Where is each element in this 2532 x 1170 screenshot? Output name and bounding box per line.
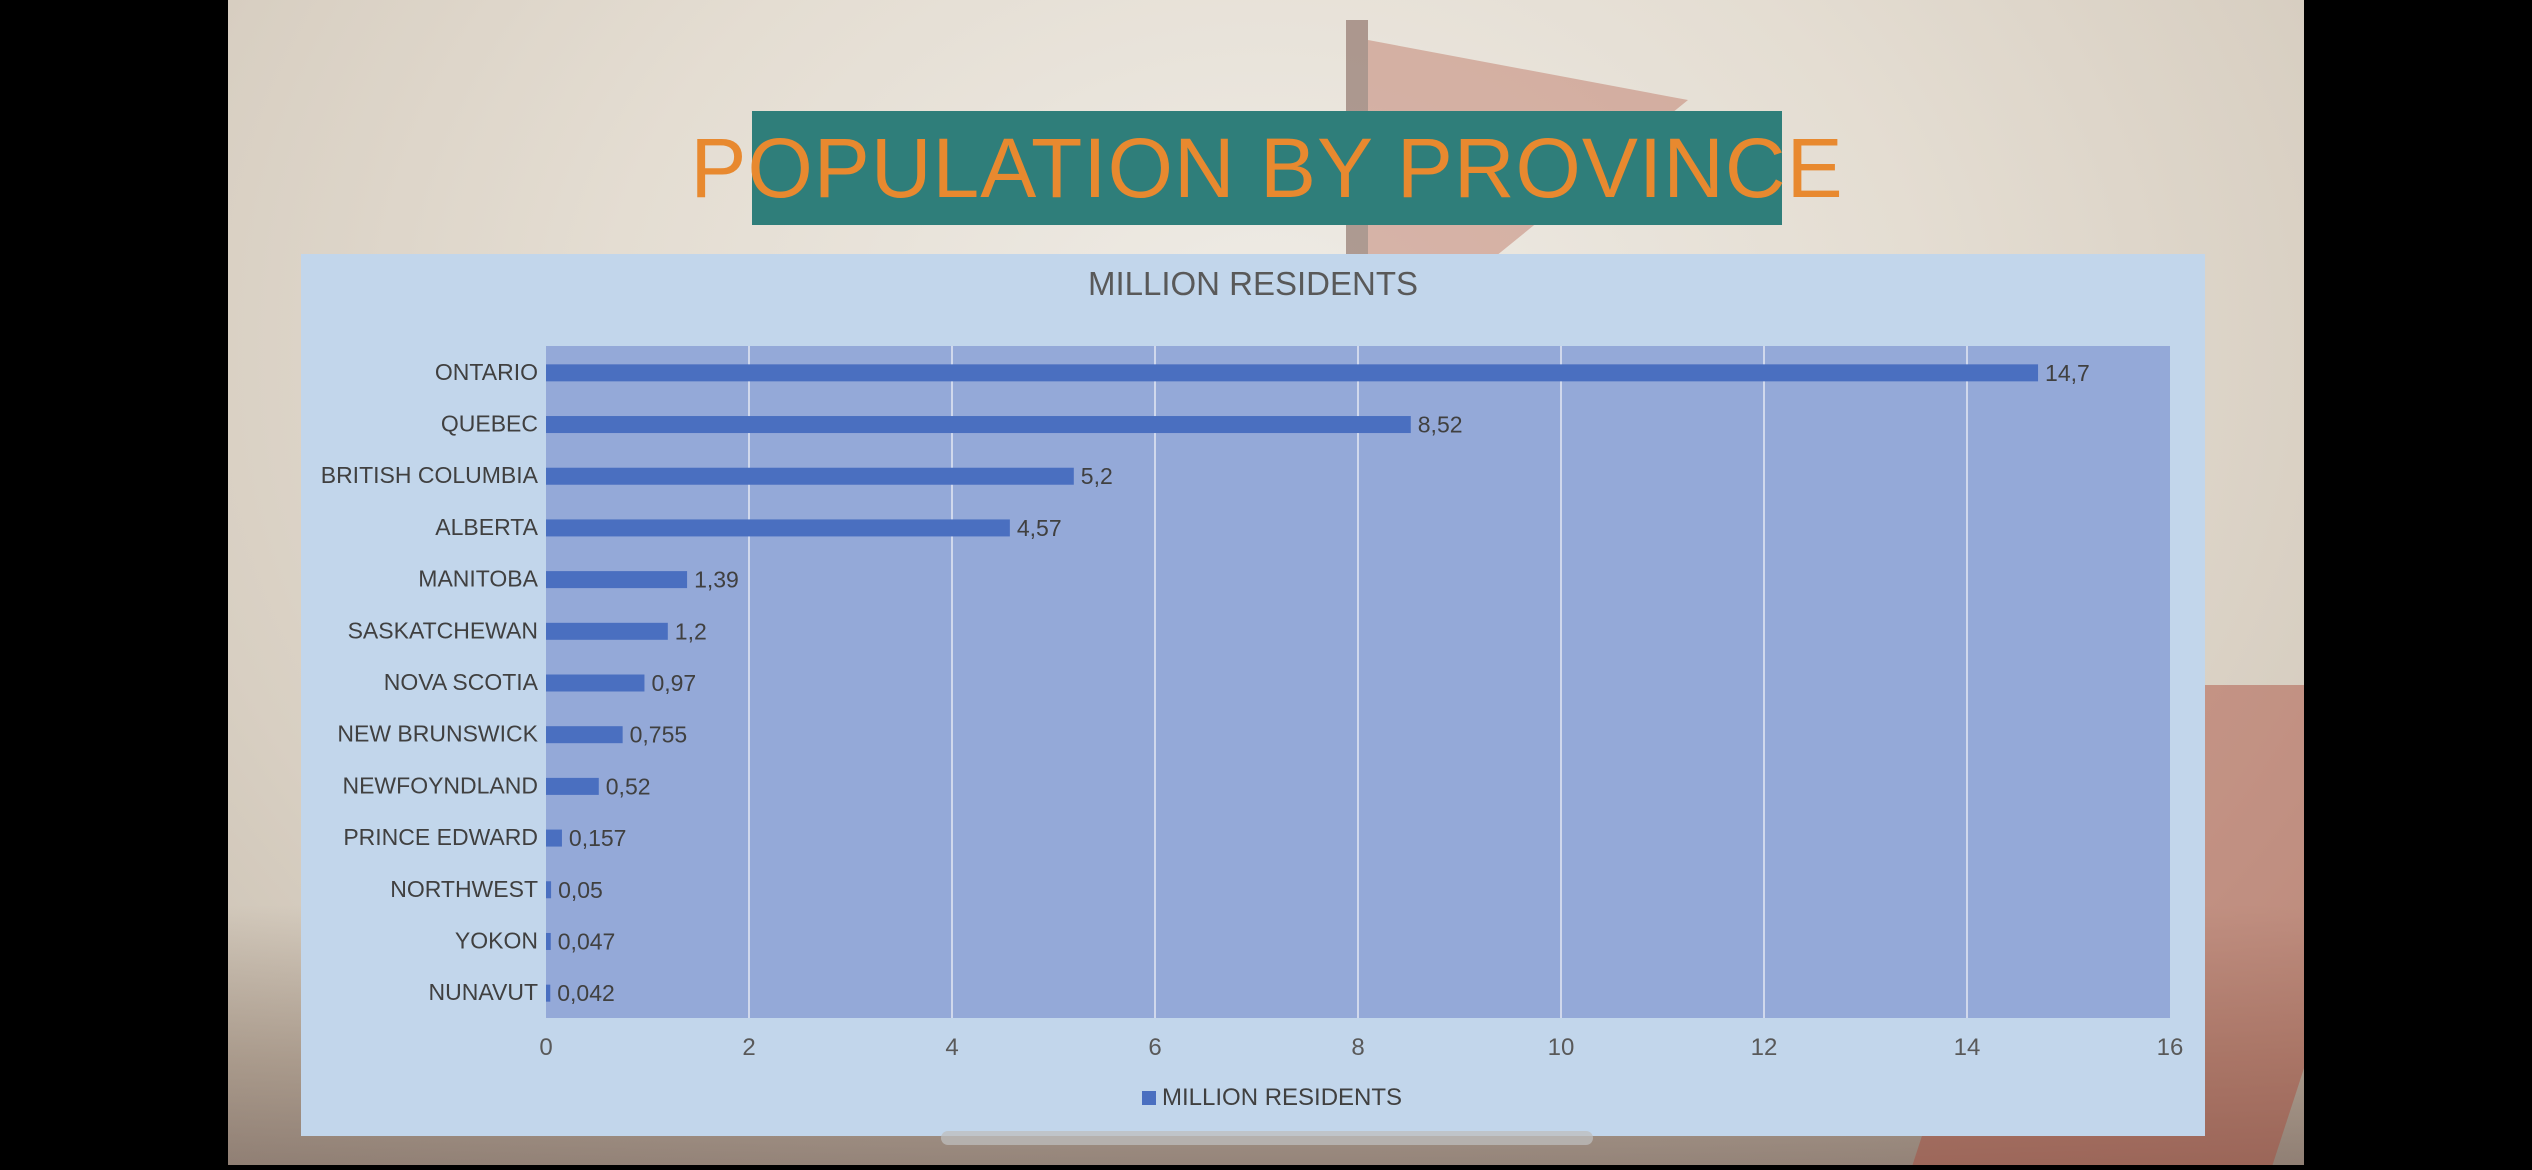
data-label: 1,2 [675, 618, 707, 644]
data-label: 0,157 [569, 825, 627, 851]
category-label: SASKATCHEWAN [348, 617, 538, 643]
gridlines [748, 346, 1968, 1018]
chart-title: MILLION RESIDENTS [1088, 265, 1418, 302]
category-label: MANITOBA [418, 566, 538, 592]
bar-chart: MILLION RESIDENTS 0 2 4 6 8 10 12 14 16 ONTARIO Q… [321, 265, 2184, 1111]
data-labels: 14,7 8,52 5,2 4,57 1,39 1,2 0,97 0,755 0,52 0,157… [557, 360, 2090, 1006]
data-label: 14,7 [2045, 360, 2090, 386]
data-label: 0,05 [558, 877, 603, 903]
category-label: NOVA SCOTIA [384, 669, 539, 695]
data-label: 0,042 [557, 980, 615, 1006]
x-tick-label: 2 [742, 1034, 755, 1061]
category-label: YOKON [455, 927, 538, 953]
data-label: 8,52 [1418, 412, 1463, 438]
x-tick-label: 14 [1954, 1034, 1981, 1061]
slide: POPULATION BY PROVINCE MILLION RESIDENTS… [228, 0, 2304, 1165]
bar [546, 829, 562, 847]
bar [546, 519, 1010, 537]
data-label: 0,755 [630, 722, 688, 748]
category-label: NEWFOYNDLAND [342, 772, 538, 798]
horizontal-scrollbar[interactable] [941, 1131, 1593, 1145]
category-label: BRITISH COLUMBIA [321, 462, 539, 488]
chart-panel: MILLION RESIDENTS 0 2 4 6 8 10 12 14 16 ONTARIO Q… [301, 254, 2205, 1136]
x-tick-label: 10 [1548, 1034, 1575, 1061]
bar [546, 726, 623, 744]
category-labels: ONTARIO QUEBEC BRITISH COLUMBIA ALBERTA MANI… [321, 359, 539, 1005]
bar [546, 932, 551, 950]
bar [546, 571, 688, 589]
x-tick-label: 8 [1351, 1034, 1364, 1061]
x-tick-label: 12 [1751, 1034, 1778, 1061]
bar [546, 467, 1074, 485]
legend: MILLION RESIDENTS [1142, 1084, 1402, 1111]
slide-title: POPULATION BY PROVINCE [690, 120, 1844, 215]
x-tick-label: 0 [539, 1034, 552, 1061]
bar [546, 416, 1411, 434]
bar [546, 364, 2039, 382]
data-label: 0,047 [558, 928, 616, 954]
category-label: NEW BRUNSWICK [337, 721, 538, 747]
bar [546, 881, 552, 899]
bar [546, 777, 599, 795]
data-label: 0,52 [606, 773, 651, 799]
data-label: 1,39 [694, 567, 739, 593]
legend-swatch [1142, 1091, 1156, 1105]
bar [546, 622, 668, 640]
x-tick-label: 4 [945, 1034, 958, 1061]
title-banner: POPULATION BY PROVINCE [690, 111, 1843, 225]
legend-label: MILLION RESIDENTS [1162, 1084, 1402, 1111]
x-axis-tick-labels: 0 2 4 6 8 10 12 14 16 [539, 1034, 2183, 1061]
category-label: ALBERTA [435, 514, 538, 540]
bars [546, 364, 2039, 1002]
data-label: 4,57 [1017, 515, 1062, 541]
category-label: QUEBEC [441, 411, 538, 437]
x-tick-label: 6 [1148, 1034, 1161, 1061]
category-label: ONTARIO [435, 359, 538, 385]
data-label: 5,2 [1081, 463, 1113, 489]
bar [546, 674, 645, 692]
data-label: 0,97 [651, 670, 696, 696]
category-label: NUNAVUT [429, 979, 538, 1005]
category-label: NORTHWEST [390, 876, 538, 902]
bar [546, 984, 551, 1002]
x-tick-label: 16 [2157, 1034, 2184, 1061]
category-label: PRINCE EDWARD [343, 824, 538, 850]
